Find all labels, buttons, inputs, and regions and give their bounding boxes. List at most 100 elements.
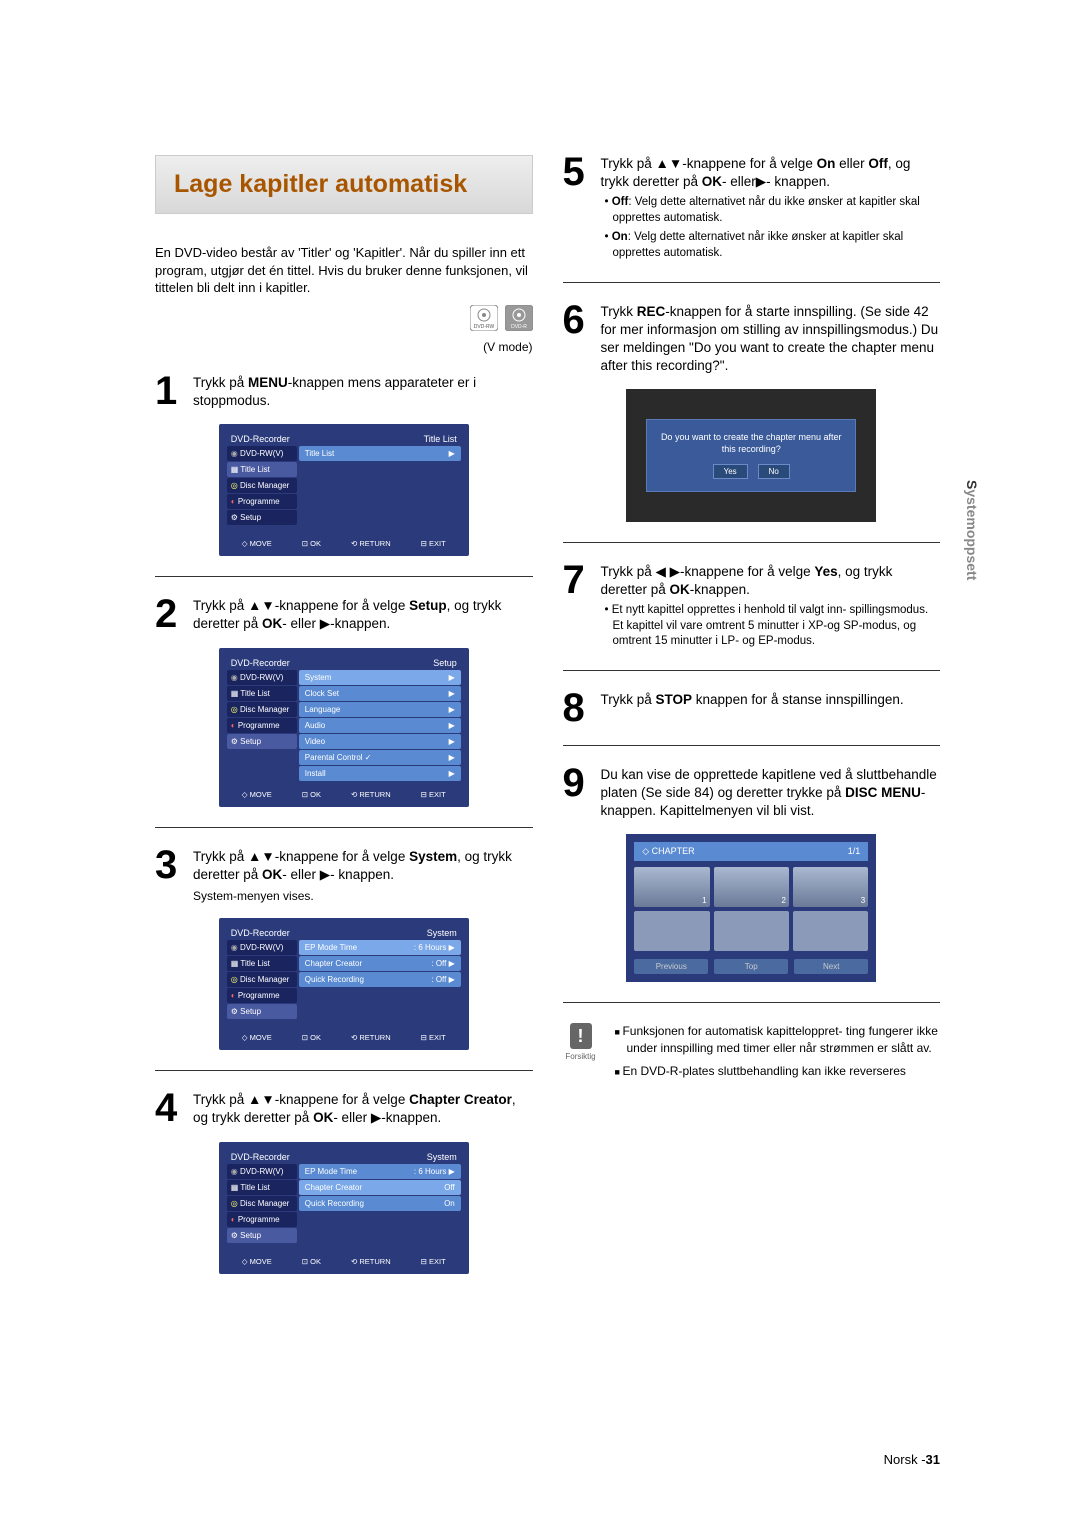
- step-text: Trykk REC-knappen for å starte innspilli…: [601, 303, 941, 376]
- page-content: Lage kapitler automatisk En DVD-video be…: [155, 155, 940, 1292]
- menu-row[interactable]: Quick RecordingOn: [299, 1196, 461, 1211]
- dvd-rw-icon: DVD-RW: [470, 305, 498, 331]
- chapter-thumb-empty: [634, 911, 709, 951]
- menu-row[interactable]: Language ▶: [299, 702, 461, 717]
- dvd-r-icon: DVD-R: [505, 305, 533, 331]
- footer-hint: ⊟ EXIT: [421, 539, 446, 548]
- step-text: Trykk på ▲▼-knappene for å velge Setup, …: [193, 597, 533, 633]
- footer-hint: ⊟ EXIT: [421, 1257, 446, 1266]
- menu-row[interactable]: Chapter Creator: Off ▶: [299, 956, 461, 971]
- chapter-thumb[interactable]: 2: [714, 867, 789, 907]
- divider: [155, 827, 533, 828]
- screenshot-title-list: DVD-RecorderTitle ListDVD-RW(V)Title Lis…: [155, 424, 533, 556]
- footer-hint: ◇ MOVE: [242, 1033, 272, 1042]
- sidebar-item[interactable]: Title List: [227, 1180, 297, 1195]
- menu-row[interactable]: Video ▶: [299, 734, 461, 749]
- sidebar-item[interactable]: Disc Manager: [227, 702, 297, 717]
- chapter-thumb-empty: [714, 911, 789, 951]
- side-section-label: Systemoppsett: [964, 480, 980, 580]
- sidebar-item[interactable]: Disc Manager: [227, 478, 297, 493]
- step-3: 3 Trykk på ▲▼-knappene for å velge Syste…: [155, 848, 533, 905]
- menu-row[interactable]: Clock Set ▶: [299, 686, 461, 701]
- footer-hint: ⟲ RETURN: [351, 539, 391, 548]
- top-button[interactable]: Top: [714, 959, 788, 974]
- svg-text:DVD-R: DVD-R: [511, 324, 527, 330]
- bullet: On: Velg dette alternativet når ikke øns…: [601, 230, 941, 261]
- sidebar-item[interactable]: Disc Manager: [227, 1196, 297, 1211]
- screenshot-setup: DVD-RecorderSetupDVD-RW(V)Title ListDisc…: [155, 648, 533, 807]
- step-9: 9 Du kan vise de opprettede kapitlene ve…: [563, 766, 941, 821]
- chapter-grid: 1 2 3: [634, 867, 868, 951]
- footer-hint: ⊡ OK: [302, 539, 321, 548]
- step-number: 2: [155, 597, 183, 633]
- caution-box: ! Forsiktig Funksjonen for automatisk ka…: [563, 1023, 941, 1085]
- divider: [563, 542, 941, 543]
- step-4: 4 Trykk på ▲▼-knappene for å velge Chapt…: [155, 1091, 533, 1127]
- sidebar-item[interactable]: DVD-RW(V): [227, 446, 297, 461]
- step-number: 6: [563, 303, 591, 376]
- sidebar-item[interactable]: DVD-RW(V): [227, 1164, 297, 1179]
- step-text: Trykk på MENU-knappen mens apparateter e…: [193, 374, 533, 410]
- screenshot-chapter-creator: DVD-RecorderSystemDVD-RW(V)Title ListDis…: [155, 1142, 533, 1274]
- step-2: 2 Trykk på ▲▼-knappene for å velge Setup…: [155, 597, 533, 633]
- menu-row[interactable]: Audio ▶: [299, 718, 461, 733]
- menu-row[interactable]: System ▶: [299, 670, 461, 685]
- sidebar-item[interactable]: Setup: [227, 1004, 297, 1019]
- menu-row[interactable]: Quick Recording: Off ▶: [299, 972, 461, 987]
- divider: [155, 1070, 533, 1071]
- sidebar-item[interactable]: Programme: [227, 988, 297, 1003]
- chapter-nav: Previous Top Next: [634, 959, 868, 974]
- sidebar-item[interactable]: Title List: [227, 956, 297, 971]
- sidebar-item[interactable]: Programme: [227, 494, 297, 509]
- footer-lang: Norsk -: [884, 1452, 926, 1467]
- page-title: Lage kapitler automatisk: [174, 170, 514, 199]
- sidebar-item[interactable]: Programme: [227, 718, 297, 733]
- disc-icons: DVD-RW DVD-R: [155, 305, 533, 336]
- chapter-thumb[interactable]: 3: [793, 867, 868, 907]
- sidebar-item[interactable]: Title List: [227, 686, 297, 701]
- yes-button[interactable]: Yes: [713, 464, 748, 479]
- screenshot-chapter-menu: ◇ CHAPTER 1/1 1 2 3 Previous Top Next: [626, 834, 876, 982]
- bullet: Off: Velg dette alternativet når du ikke…: [601, 195, 941, 226]
- menu-row[interactable]: Parental Control ✓ ▶: [299, 750, 461, 765]
- divider: [563, 1002, 941, 1003]
- left-column: Lage kapitler automatisk En DVD-video be…: [155, 155, 533, 1292]
- step-subtext: System-menyen vises.: [193, 888, 533, 904]
- step-text: Trykk på ▲▼-knappene for å velge On elle…: [601, 155, 941, 262]
- divider: [563, 282, 941, 283]
- sidebar-item[interactable]: Setup: [227, 734, 297, 749]
- menu-row[interactable]: EP Mode Time: 6 Hours ▶: [299, 1164, 461, 1179]
- footer-hint: ◇ MOVE: [242, 1257, 272, 1266]
- previous-button[interactable]: Previous: [634, 959, 708, 974]
- step-text: Du kan vise de opprettede kapitlene ved …: [601, 766, 941, 821]
- sidebar-item[interactable]: Title List: [227, 462, 297, 477]
- next-button[interactable]: Next: [794, 959, 868, 974]
- step-6: 6 Trykk REC-knappen for å starte innspil…: [563, 303, 941, 376]
- sidebar-item[interactable]: Setup: [227, 1228, 297, 1243]
- step-1: 1 Trykk på MENU-knappen mens apparateter…: [155, 374, 533, 410]
- chapter-thumb[interactable]: 1: [634, 867, 709, 907]
- menu-row[interactable]: Install ▶: [299, 766, 461, 781]
- chapter-count: 1/1: [848, 846, 861, 857]
- step-number: 5: [563, 155, 591, 262]
- title-box: Lage kapitler automatisk: [155, 155, 533, 214]
- menu-row[interactable]: Title List ▶: [299, 446, 461, 461]
- sidebar-item[interactable]: Programme: [227, 1212, 297, 1227]
- sidebar-item[interactable]: DVD-RW(V): [227, 940, 297, 955]
- no-button[interactable]: No: [758, 464, 790, 479]
- dialog-text: Do you want to create the chapter menu a…: [655, 432, 847, 455]
- caution-item: Funksjonen for automatisk kapitteloppret…: [613, 1023, 941, 1057]
- sidebar-item[interactable]: Setup: [227, 510, 297, 525]
- sidebar-item[interactable]: DVD-RW(V): [227, 670, 297, 685]
- screenshot-system: DVD-RecorderSystemDVD-RW(V)Title ListDis…: [155, 918, 533, 1050]
- caution-item: En DVD-R-plates sluttbehandling kan ikke…: [613, 1063, 941, 1080]
- sidebar-item[interactable]: Disc Manager: [227, 972, 297, 987]
- step-5: 5 Trykk på ▲▼-knappene for å velge On el…: [563, 155, 941, 262]
- menu-row[interactable]: Chapter CreatorOff: [299, 1180, 461, 1195]
- divider: [155, 576, 533, 577]
- dialog-box: Do you want to create the chapter menu a…: [646, 419, 856, 491]
- step-text: Trykk på STOP knappen for å stanse innsp…: [601, 691, 941, 725]
- step-number: 3: [155, 848, 183, 905]
- footer-hint: ◇ MOVE: [242, 539, 272, 548]
- menu-row[interactable]: EP Mode Time: 6 Hours ▶: [299, 940, 461, 955]
